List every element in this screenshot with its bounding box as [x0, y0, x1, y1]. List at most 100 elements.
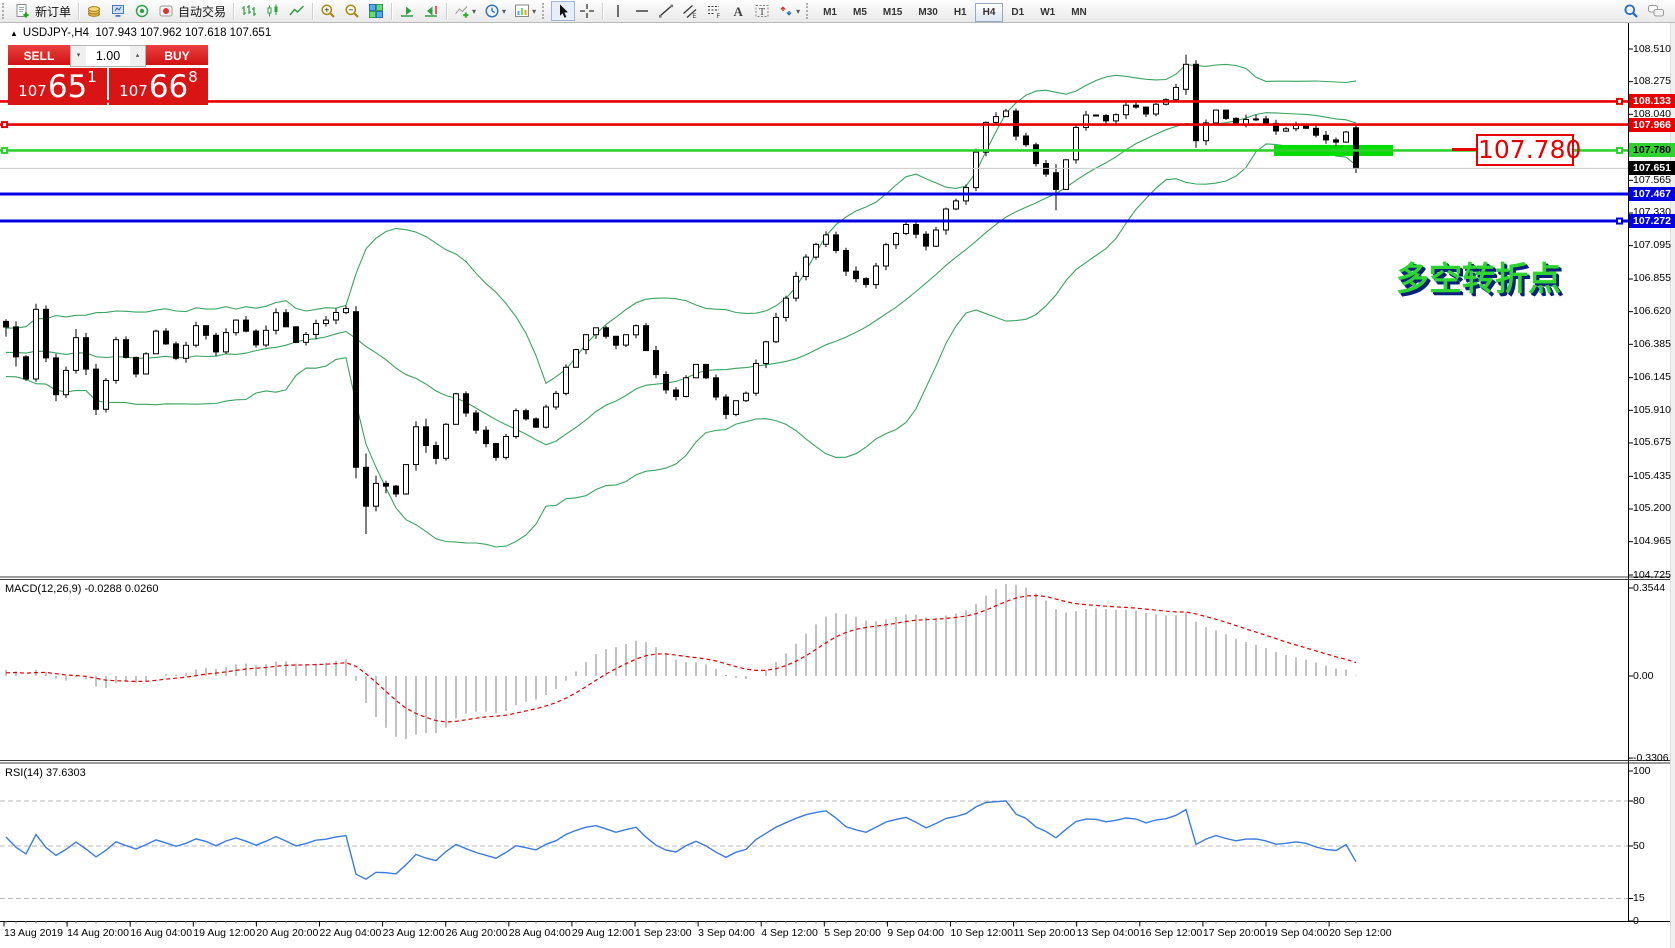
line-handle-dot — [1618, 219, 1621, 223]
chart-title: ▲ USDJPY-,H4 107.943 107.962 107.618 107.… — [10, 27, 271, 39]
price-label-connector — [1452, 148, 1476, 151]
cursor-button[interactable] — [551, 1, 576, 21]
line-handle-dot — [1618, 99, 1621, 103]
chat-button[interactable] — [1643, 1, 1669, 21]
timeframe-mn-button[interactable]: MN — [1071, 7, 1087, 18]
arrows-icon — [780, 6, 792, 16]
tile-windows-button[interactable] — [364, 1, 388, 21]
expand-triangle-icon[interactable]: ▲ — [10, 29, 18, 38]
cursor-icon — [560, 4, 568, 18]
line-handle-dot — [3, 148, 6, 152]
buy-price-pips: 66 — [148, 69, 189, 105]
buy-price-point: 8 — [188, 68, 198, 86]
sell-price-figure: 107 — [18, 82, 47, 100]
timeframe-d1-button[interactable]: D1 — [1011, 7, 1025, 18]
toolbar-separator — [312, 2, 314, 20]
buy-price-figure: 107 — [119, 82, 148, 100]
chat-icon — [1648, 5, 1664, 17]
templates-button[interactable]: ▾ — [510, 1, 540, 21]
trendline-button[interactable] — [654, 1, 678, 21]
bars-chart-icon — [242, 5, 257, 16]
horizontal-line-button[interactable] — [630, 1, 654, 21]
tile-windows-icon — [369, 4, 384, 18]
price-label-box[interactable]: 107.780 — [1476, 134, 1582, 166]
terminal-button[interactable] — [106, 1, 130, 21]
volume-value[interactable]: 1.00 — [95, 49, 121, 63]
indicators-icon — [455, 6, 469, 18]
rsi-layer — [0, 800, 1628, 899]
toolbar-separator — [78, 2, 80, 20]
toolbar-grip — [2, 3, 9, 19]
window-edge — [1670, 22, 1675, 948]
navigator-button[interactable] — [130, 1, 154, 21]
text-label-button[interactable]: T — [750, 1, 774, 21]
zoom-in-icon — [321, 4, 335, 18]
sell-price-pips: 65 — [47, 69, 88, 105]
macd-layer — [5, 584, 1357, 739]
buy-button[interactable]: BUY — [146, 45, 208, 67]
fibonacci-button[interactable]: F — [702, 1, 726, 21]
line-chart-button[interactable] — [285, 1, 309, 21]
toolbar-separator — [391, 2, 393, 20]
toolbar-right-icons — [1619, 1, 1669, 21]
new-order-button[interactable]: 新订单 — [11, 1, 75, 21]
vertical-line-button[interactable] — [606, 1, 630, 21]
volume-down-icon[interactable]: ▾ — [71, 46, 86, 66]
periods-button[interactable]: ▾ — [480, 1, 510, 21]
caret-down-icon: ▾ — [472, 6, 477, 16]
zoom-out-button[interactable] — [340, 1, 364, 21]
candlestick-chart-icon — [267, 4, 278, 17]
crosshair-icon — [580, 4, 595, 18]
timeframe-h1-button[interactable]: H1 — [953, 7, 967, 18]
candlestick-chart-button[interactable] — [261, 1, 285, 21]
text-label-icon: T — [755, 5, 769, 18]
candles-layer — [3, 54, 1359, 534]
fibonacci-icon: F — [708, 6, 721, 19]
arrows-button[interactable]: ▾ — [774, 1, 804, 21]
volume-up-icon[interactable]: ▴ — [130, 46, 145, 66]
svg-text:F: F — [717, 14, 721, 19]
timeframe-m15-button[interactable]: M15 — [882, 7, 903, 18]
auto-scroll-icon — [401, 6, 414, 17]
text-button[interactable]: A — [726, 1, 750, 21]
svg-text:E: E — [693, 14, 697, 19]
caret-down-icon: ▾ — [532, 6, 537, 16]
timeframe-w1-button[interactable]: W1 — [1040, 7, 1056, 18]
autotrading-button[interactable]: 自动交易 — [154, 1, 230, 21]
vertical-line-icon — [617, 5, 619, 17]
svg-text:A: A — [734, 4, 744, 19]
toolbar: 新订单 — [0, 0, 1675, 23]
auto-scroll-button[interactable] — [395, 1, 419, 21]
bars-chart-button[interactable] — [237, 1, 261, 21]
timeframe-m5-button[interactable]: M5 — [853, 7, 867, 18]
sell-price[interactable]: 107 65 1 — [8, 68, 107, 105]
main-pane-layer — [3, 54, 1393, 548]
crosshair-button[interactable] — [575, 1, 599, 21]
toolbar-separator — [602, 2, 604, 20]
chart-symbol-period: USDJPY-,H4 — [22, 27, 89, 39]
toolbar-separator — [233, 2, 235, 20]
timeframe-m1-button[interactable]: M1 — [823, 7, 837, 18]
timeframe-h4-button[interactable]: H4 — [974, 3, 1004, 22]
search-icon — [1624, 4, 1638, 18]
toolbar-grip — [542, 3, 549, 19]
autotrading-icon — [159, 5, 173, 17]
pivot-annotation-text[interactable]: 多空转折点 — [1396, 259, 1561, 298]
zoom-out-icon — [345, 4, 359, 18]
zoom-in-button[interactable] — [316, 1, 340, 21]
gold-coins-icon — [88, 6, 101, 17]
toolbar-grip — [806, 3, 813, 19]
buy-price[interactable]: 107 66 8 — [109, 68, 208, 105]
sell-button[interactable]: SELL — [8, 45, 70, 67]
indicators-button[interactable]: ▾ — [450, 1, 480, 21]
timeframe-m30-button[interactable]: M30 — [918, 7, 938, 18]
chart-shift-button[interactable] — [419, 1, 443, 21]
market-watch-button[interactable] — [82, 1, 106, 21]
broadcast-icon — [135, 4, 149, 18]
sell-price-point: 1 — [87, 68, 97, 86]
line-handle-dot — [1618, 148, 1621, 152]
search-button[interactable] — [1619, 1, 1643, 21]
channel-button[interactable]: E — [678, 1, 702, 21]
